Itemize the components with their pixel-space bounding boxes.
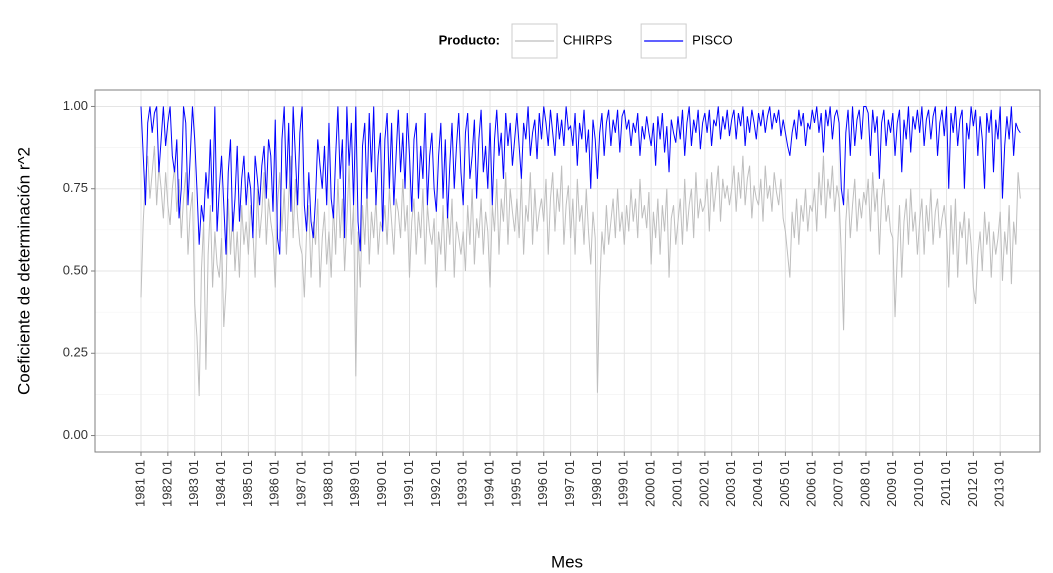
y-tick-label: 0.25 [63,345,88,360]
x-tick-label: 1984 01 [213,460,228,507]
x-tick-label: 1995 01 [508,460,523,507]
x-tick-label: 2001 01 [669,460,684,507]
legend-label: PISCO [692,32,732,47]
x-tick-label: 2005 01 [777,460,792,507]
x-tick-label: 1988 01 [320,460,335,507]
grid [95,90,1040,452]
x-tick-label: 2004 01 [750,460,765,507]
lines [140,105,1021,397]
x-tick-label: 1981 01 [132,460,147,507]
x-tick-label: 2002 01 [696,460,711,507]
legend-title: Producto: [439,32,500,47]
y-tick-label: 1.00 [63,98,88,113]
x-tick-label: 1999 01 [616,460,631,507]
x-tick-label: 2011 01 [938,460,953,506]
x-tick-label: 1987 01 [294,460,309,507]
legend-label: CHIRPS [563,32,612,47]
x-tick-label: 1986 01 [267,460,282,507]
x-tick-label: 1990 01 [374,460,389,507]
x-tick-label: 2000 01 [643,460,658,507]
x-tick-label: 1993 01 [455,460,470,507]
x-tick-label: 2013 01 [992,460,1007,507]
series-line [140,105,1021,255]
x-tick-label: 2003 01 [723,460,738,507]
y-tick-label: 0.75 [63,180,88,195]
x-axis-title: Mes [551,552,583,571]
x-tick-label: 1982 01 [159,460,174,507]
x-tick-label: 1991 01 [401,460,416,507]
x-tick-label: 1998 01 [589,460,604,507]
x-tick-label: 1989 01 [347,460,362,507]
x-tick-label: 1996 01 [535,460,550,507]
x-tick-label: 1994 01 [481,460,496,507]
x-tick-label: 1985 01 [240,460,255,507]
series-line [140,145,1021,397]
x-tick-label: 2006 01 [804,460,819,507]
x-tick-label: 2008 01 [857,460,872,507]
x-tick-label: 2009 01 [884,460,899,507]
y-tick-label: 0.50 [63,262,88,277]
x-tick-label: 1997 01 [562,460,577,507]
legend: CHIRPS PISCO [511,23,733,59]
y-tick-label: 0.00 [63,427,88,442]
x-tick-label: 1992 01 [428,460,443,507]
y-axis-title: Coeficiente de determinación r^2 [14,147,33,395]
x-tick-label: 1983 01 [186,460,201,507]
x-tick-label: 2007 01 [831,460,846,507]
x-tick-label: 2012 01 [965,460,980,507]
x-tick-label: 2010 01 [911,460,926,507]
